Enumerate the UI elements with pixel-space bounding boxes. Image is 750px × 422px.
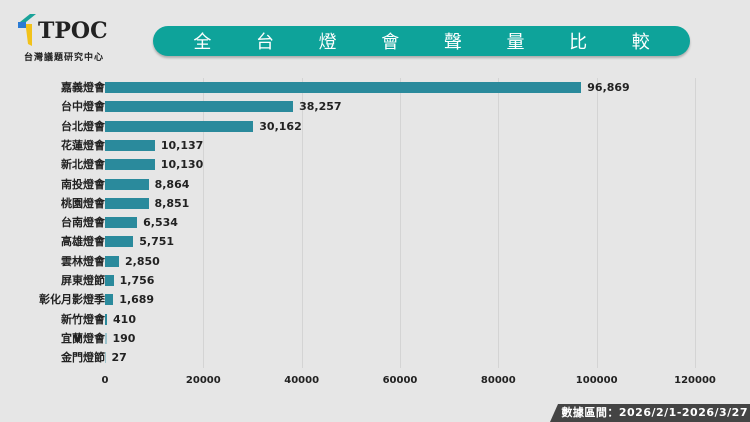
- title-char: 量: [506, 32, 525, 53]
- bar: [105, 217, 138, 229]
- category-label: 新竹燈會: [61, 312, 105, 326]
- x-tick-label: 0: [101, 375, 109, 386]
- value-label: 2,850: [125, 254, 160, 268]
- bar-row: 桃園燈會 8,851: [0, 194, 750, 213]
- gridline: [695, 78, 696, 368]
- category-label: 花蓮燈會: [61, 138, 105, 152]
- bar: [105, 197, 149, 209]
- bar: [105, 352, 106, 364]
- category-label: 新北燈會: [61, 158, 105, 172]
- title-char: 全: [193, 32, 212, 53]
- value-label: 27: [111, 351, 127, 365]
- value-label: 10,137: [160, 138, 204, 152]
- x-tick-label: 40000: [284, 375, 320, 386]
- value-label: 96,869: [587, 81, 630, 94]
- bar: [105, 139, 155, 151]
- bar: [105, 82, 582, 93]
- x-tick-label: 20000: [185, 375, 221, 386]
- category-label: 宜蘭燈會: [61, 331, 105, 345]
- bar: [105, 332, 107, 344]
- bar: [105, 313, 108, 325]
- bar-row: 台南燈會 6,534: [0, 213, 750, 232]
- value-label: 38,257: [299, 100, 342, 114]
- logo-subtitle: 台灣議題研究中心: [24, 53, 105, 63]
- category-label: 台中燈會: [61, 100, 105, 114]
- gridline: [498, 78, 500, 368]
- value-label: 5,751: [139, 235, 175, 249]
- value-label: 6,534: [143, 216, 178, 230]
- bar-row: 新竹燈會 410: [0, 310, 750, 329]
- bar: [105, 294, 114, 306]
- bar-row: 雲林燈會 2,850: [0, 252, 750, 271]
- value-label: 10,130: [160, 158, 204, 172]
- bar-row: 高雄燈會 5,751: [0, 232, 750, 251]
- value-label: 410: [113, 312, 136, 326]
- bar-row: 宜蘭燈會 190: [0, 329, 750, 348]
- bar-row: 南投燈會 8,864: [0, 175, 750, 194]
- x-tick-label: 120000: [674, 375, 716, 386]
- value-label: 1,756: [119, 274, 155, 287]
- bar-row: 新北燈會 10,130: [0, 155, 750, 174]
- x-tick-label: 80000: [480, 375, 516, 386]
- bar-row: 金門燈節 27: [0, 348, 750, 367]
- category-label: 金門燈節: [61, 351, 105, 365]
- bar-row: 彰化月影燈季 1,689: [0, 290, 750, 309]
- gridline: [596, 78, 598, 368]
- gridline: [400, 78, 401, 368]
- value-label: 1,689: [119, 293, 155, 307]
- value-label: 8,864: [154, 177, 190, 191]
- category-label: 台南燈會: [61, 216, 105, 230]
- bar: [105, 178, 149, 190]
- bar: [105, 159, 155, 171]
- gridline: [203, 78, 205, 368]
- category-label: 彰化月影燈季: [39, 293, 105, 307]
- title-char: 較: [631, 32, 650, 53]
- bar: [105, 101, 294, 113]
- title-char: 會: [381, 32, 400, 53]
- bar-row: 台中燈會 38,257: [0, 97, 750, 116]
- category-label: 高雄燈會: [61, 235, 105, 249]
- bar: [105, 120, 254, 132]
- x-tick-label: 100000: [575, 375, 618, 386]
- title-char: 聲: [443, 32, 462, 53]
- bar-row: 花蓮燈會 10,137: [0, 136, 750, 155]
- category-label: 台北燈會: [61, 119, 105, 133]
- x-tick-label: 60000: [382, 375, 418, 386]
- bar: [105, 236, 134, 248]
- category-label: 桃園燈會: [61, 196, 105, 210]
- category-label: 嘉義燈會: [61, 81, 105, 94]
- bar-row: 台北燈會 30,162: [0, 117, 750, 136]
- value-label: 30,162: [259, 119, 302, 133]
- bar: [105, 255, 119, 267]
- value-label: 190: [112, 331, 136, 345]
- category-label: 屏東燈節: [61, 274, 105, 287]
- logo-text: TPOC: [38, 18, 108, 44]
- tpoc-logo: TPOC 台灣議題研究中心: [18, 10, 128, 63]
- date-range-footer: 數據區間：2026/2/1-2026/3/27: [550, 404, 750, 422]
- page-title: 全 台 燈 會 聲 量 比 較: [153, 26, 690, 56]
- title-char: 台: [255, 32, 274, 53]
- gridline: [301, 78, 303, 368]
- logo-mark-icon: [18, 14, 36, 46]
- category-label: 雲林燈會: [61, 254, 105, 268]
- bar-row: 屏東燈節 1,756: [0, 271, 750, 290]
- value-label: 8,851: [154, 196, 190, 210]
- category-label: 南投燈會: [61, 177, 105, 191]
- title-char: 燈: [318, 32, 337, 53]
- bar: [105, 275, 114, 286]
- bar-row: 嘉義燈會 96,869: [0, 78, 750, 97]
- title-char: 比: [569, 32, 588, 53]
